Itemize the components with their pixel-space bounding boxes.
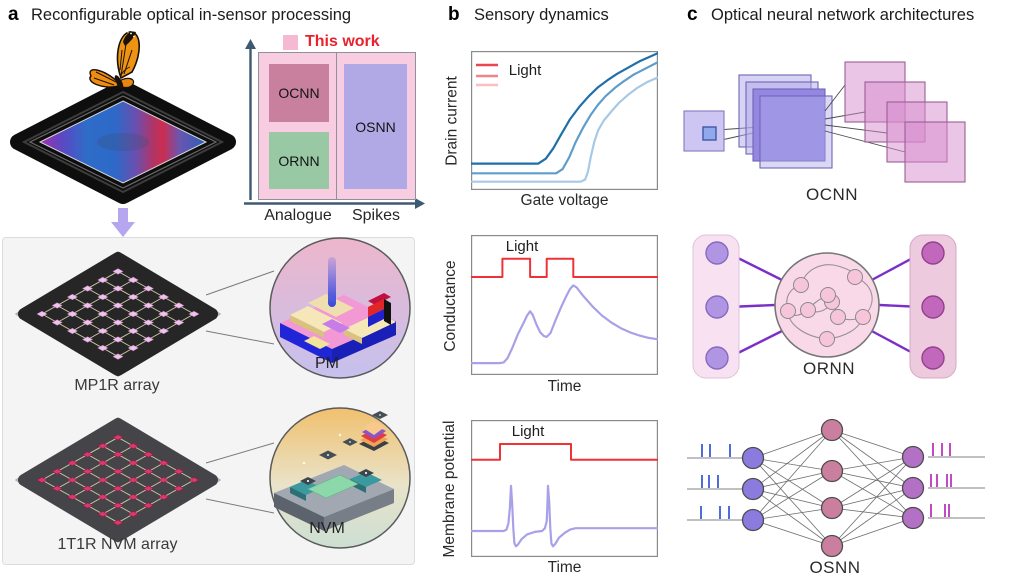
- drain-current-plot: [471, 51, 658, 190]
- sensor-chip: [10, 80, 236, 204]
- mp1r-array-chip: [15, 251, 221, 377]
- pm-inset-circle: [269, 237, 411, 379]
- osnn-output-spike-trains: [928, 443, 985, 519]
- ocnn-diagram: [683, 61, 966, 183]
- plot3-xlabel: Time: [547, 559, 582, 576]
- light-legend-lines: [476, 63, 498, 87]
- plot3-light-annotation: Light: [511, 423, 545, 440]
- ocnn-feature-maps-purple: [738, 74, 833, 169]
- down-arrow-icon: [111, 208, 135, 237]
- 1t1r-array-chip: [15, 417, 221, 543]
- osnn-label: OSNN: [809, 558, 861, 577]
- nvm-device: [274, 411, 394, 531]
- this-work-swatch: [283, 35, 298, 50]
- ornn-input-neurons: [705, 241, 729, 370]
- osnn-diagram: [687, 418, 985, 558]
- plot1-xlabel: Gate voltage: [520, 192, 609, 209]
- mp1r-array-label: MP1R array: [74, 377, 160, 394]
- ornn-reservoir-nodes: [780, 269, 871, 347]
- plot3-ylabel: Membrane potential: [441, 420, 458, 558]
- osnn-edges: [752, 429, 914, 547]
- nvm-inset-label: NVM: [309, 520, 345, 537]
- quadrant-box-ocnn-label: OCNN: [278, 85, 320, 101]
- quadrant-xlabel-spikes: Spikes: [351, 207, 401, 224]
- ocnn-label: OCNN: [805, 185, 859, 204]
- panel-b-letter: b: [448, 4, 460, 25]
- ornn-diagram: [692, 234, 957, 379]
- membrane-potential-plot: [471, 420, 658, 557]
- pm-inset-label: PM: [315, 355, 339, 372]
- sensor-screen: [38, 100, 208, 184]
- osnn-hidden-neurons: [820, 418, 844, 558]
- pm-device: [280, 257, 396, 363]
- quadrant-box-ornn: ORNN: [269, 132, 329, 189]
- plot1-legend-label: Light: [508, 62, 542, 79]
- plot1-ylabel: Drain current: [443, 76, 461, 166]
- panel-b-title: Sensory dynamics: [474, 6, 609, 24]
- plot2-light-annotation: Light: [505, 238, 539, 255]
- inset-connector-lines: [205, 270, 275, 514]
- ornn-label: ORNN: [802, 359, 856, 378]
- panel-c-title: Optical neural network architectures: [711, 6, 975, 24]
- plot2-xlabel: Time: [547, 378, 582, 395]
- quadrant-frame: OCNN ORNN OSNN: [258, 52, 416, 200]
- 1t1r-array-label: 1T1R NVM array: [57, 536, 178, 553]
- panel-a-title: Reconfigurable optical in-sensor process…: [31, 6, 352, 24]
- image-sensor-illustration: [10, 31, 236, 237]
- quadrant-box-osnn: OSNN: [344, 64, 407, 189]
- hardware-illustrations: [15, 237, 411, 549]
- osnn-output-neurons: [901, 445, 925, 530]
- quadrant-divider: [336, 53, 338, 199]
- panel-c-letter: c: [687, 4, 698, 25]
- plot2-ylabel: Conductance: [442, 260, 459, 352]
- this-work-label: This work: [305, 33, 380, 50]
- quadrant-box-osnn-label: OSNN: [355, 118, 396, 135]
- conductance-plot: [471, 235, 658, 375]
- quadrant-axes: [244, 39, 425, 209]
- osnn-input-spike-trains: [687, 444, 742, 521]
- ocnn-feature-maps-pink: [844, 61, 966, 183]
- quadrant-xlabel-analogue: Analogue: [264, 207, 332, 224]
- osnn-input-neurons: [741, 446, 765, 532]
- quadrant-box-ornn-label: ORNN: [278, 152, 320, 169]
- ornn-output-neurons: [921, 241, 945, 370]
- panel-a-letter: a: [8, 4, 19, 25]
- ocnn-kernel: [702, 126, 717, 141]
- quadrant-box-ocnn: OCNN: [269, 64, 329, 122]
- nvm-inset-circle: [269, 407, 411, 549]
- butterfly-icon: [89, 31, 140, 89]
